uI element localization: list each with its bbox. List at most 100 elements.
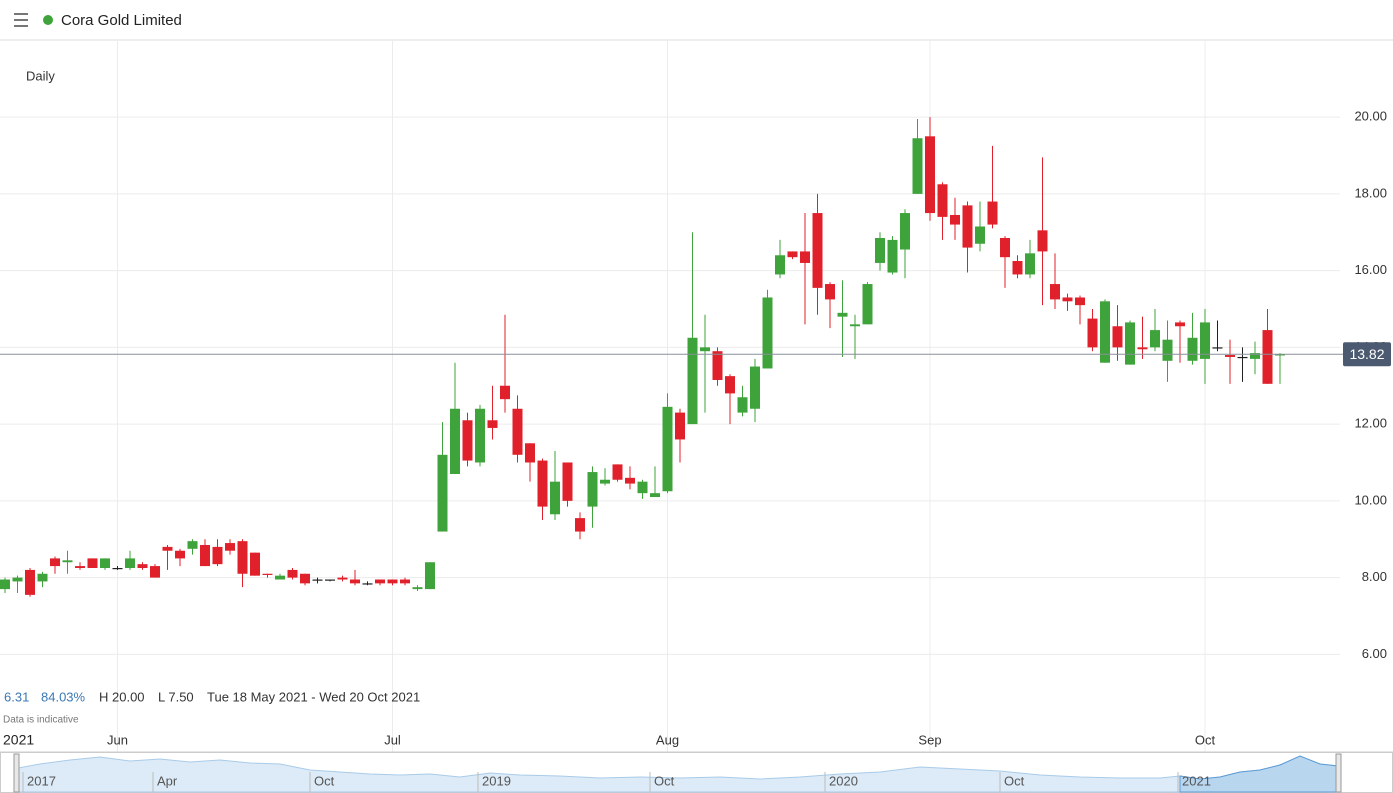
x-tick-label: Jun <box>107 732 128 747</box>
navigator-label: Oct <box>1004 773 1025 788</box>
navigator-label: 2021 <box>1182 773 1211 788</box>
candle-body <box>362 583 373 585</box>
x-tick-label: Sep <box>918 732 941 747</box>
candle-body <box>387 579 398 584</box>
candle-body <box>437 454 448 532</box>
candle-body <box>0 579 10 590</box>
candle-body <box>900 213 910 250</box>
candle-body <box>487 420 498 428</box>
candle-body <box>112 568 123 570</box>
plot-area: 6.008.0010.0012.0014.0016.0018.0020.00Ju… <box>0 40 1393 753</box>
candle-body <box>250 552 260 576</box>
navigator-label: Apr <box>157 773 178 788</box>
x-tick-label: Oct <box>1195 732 1216 747</box>
candle-body <box>750 366 760 409</box>
candle-body <box>1187 337 1198 361</box>
y-tick-label: 20.00 <box>1354 109 1387 124</box>
period-low: L 7.50 <box>158 689 194 704</box>
candle-body <box>50 558 60 567</box>
candle-body <box>375 579 385 584</box>
candle-body <box>1162 339 1173 361</box>
candle-body <box>1262 330 1273 384</box>
navigator-handle[interactable] <box>1335 753 1342 793</box>
candle-body <box>200 544 210 567</box>
candle-body <box>862 284 873 325</box>
x-tick-label: Jul <box>384 732 401 747</box>
candle-body <box>1050 284 1060 300</box>
candle-body <box>125 558 135 568</box>
candle-body <box>575 518 585 532</box>
candle-body <box>937 184 948 217</box>
candle-body <box>825 284 835 300</box>
candle-body <box>625 477 635 484</box>
candle-body <box>675 412 685 440</box>
candle-body <box>1075 297 1085 306</box>
candle-body <box>212 546 223 565</box>
last-price-box <box>1343 342 1391 367</box>
candle-body <box>262 573 273 575</box>
candle-body <box>612 464 623 480</box>
candle-body <box>562 462 573 501</box>
candle-body <box>1087 318 1098 348</box>
candle-body <box>762 297 773 369</box>
disclaimer: Data is indicative <box>3 715 79 726</box>
top-bar <box>0 0 1393 40</box>
candle-body <box>850 324 860 327</box>
candle-body <box>1237 356 1248 359</box>
navigator-label: Oct <box>654 773 675 788</box>
candle-body <box>87 558 98 568</box>
candle-body <box>100 558 110 568</box>
candle-body <box>1112 326 1123 348</box>
candle-body <box>325 579 335 581</box>
candle-body <box>1137 347 1148 350</box>
interval-label[interactable]: Daily <box>26 68 55 83</box>
last-price-label: 13.82 <box>1349 346 1384 362</box>
instrument-title: Cora Gold Limited <box>61 12 182 29</box>
candle-body <box>962 205 973 248</box>
candle-body <box>425 562 435 590</box>
candle-body <box>687 337 698 425</box>
candle-body <box>25 569 35 595</box>
candle-body <box>925 136 935 214</box>
candle-body <box>662 406 673 492</box>
candle-body <box>775 255 785 275</box>
candle-body <box>950 214 960 225</box>
candle-body <box>62 560 73 563</box>
candle-body <box>337 577 348 580</box>
candle-body <box>550 481 560 515</box>
candle-body <box>350 579 360 584</box>
status-dot <box>43 15 53 25</box>
candle-body <box>412 587 423 590</box>
candle-body <box>975 226 985 244</box>
change-value: 6.31 <box>4 689 29 704</box>
navigator-label: 2017 <box>27 773 56 788</box>
candle-body <box>537 460 548 507</box>
candle-body <box>912 138 923 194</box>
candle-body <box>150 566 160 578</box>
candle-body <box>175 550 185 559</box>
y-tick-label: 16.00 <box>1354 262 1387 277</box>
candle-body <box>312 579 323 581</box>
candle-body <box>512 408 523 455</box>
candle-body <box>1000 238 1010 258</box>
candle-body <box>837 312 848 317</box>
y-tick-label: 10.00 <box>1354 492 1387 507</box>
menu-button[interactable] <box>14 13 28 27</box>
candle-body <box>1200 322 1210 359</box>
navigator[interactable]: 2017 Apr Oct 2019 Oct 2020 Oct 2021 <box>0 752 1393 793</box>
candle-body <box>600 479 610 484</box>
change-percent: 84.03% <box>41 689 86 704</box>
candle-body <box>1212 347 1223 349</box>
candle-body <box>500 385 510 400</box>
candle-body <box>187 541 198 549</box>
navigator-handle[interactable] <box>13 753 20 793</box>
candle-body <box>462 420 473 461</box>
date-range: Tue 18 May 2021 - Wed 20 Oct 2021 <box>207 689 420 704</box>
candle-body <box>1125 322 1135 365</box>
candle-body <box>700 347 710 352</box>
candle-body <box>587 472 598 507</box>
candle-body <box>275 575 285 580</box>
candle-body <box>1012 261 1023 275</box>
candle-body <box>712 351 723 380</box>
x-year-label: 2021 <box>3 732 34 748</box>
